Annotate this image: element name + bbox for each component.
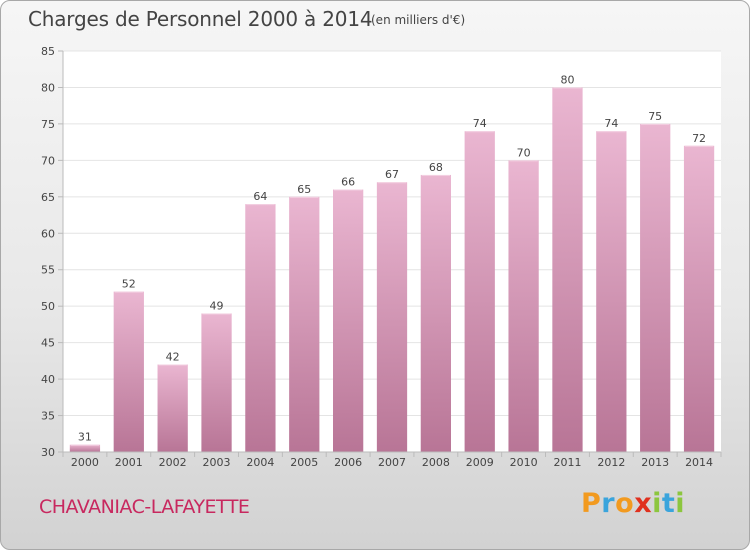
data-label: 75 <box>648 110 662 123</box>
data-label: 70 <box>517 146 531 159</box>
data-label: 80 <box>560 73 574 86</box>
x-tick-label: 2007 <box>378 456 406 469</box>
data-label: 74 <box>604 117 618 130</box>
bar <box>420 174 452 453</box>
bars: 31 52 42 49 64 65 66 67 68 74 70 80 74 75 72 <box>69 73 715 453</box>
x-tick-label: 2013 <box>641 456 669 469</box>
x-tick-label: 2005 <box>290 456 318 469</box>
y-tick-label: 35 <box>41 410 55 423</box>
bar <box>552 87 583 453</box>
x-tick-label: 2001 <box>115 456 143 469</box>
bar <box>69 444 101 452</box>
y-tick-label: 45 <box>41 337 55 350</box>
x-tick-label: 2003 <box>203 456 231 469</box>
data-label: 42 <box>166 351 180 364</box>
data-label: 72 <box>692 132 706 145</box>
commune-name: CHAVANIAC-LAFAYETTE <box>39 496 250 518</box>
data-label: 66 <box>341 176 355 189</box>
x-tick-label: 2011 <box>553 456 581 469</box>
data-label: 31 <box>78 431 92 444</box>
data-label: 74 <box>473 117 487 130</box>
bar <box>464 131 495 452</box>
x-tick-label: 2009 <box>466 456 494 469</box>
y-tick-label: 85 <box>41 45 55 58</box>
y-tick-label: 55 <box>41 264 55 277</box>
data-label: 49 <box>210 299 224 312</box>
x-tick-label: 2006 <box>334 456 362 469</box>
axes: 30 35 40 45 50 55 60 65 70 75 80 85 2000 2001 2002 2003… <box>41 45 722 469</box>
x-tick-label: 2002 <box>159 456 187 469</box>
bar <box>245 204 276 452</box>
logo-letter: P <box>581 488 602 519</box>
logo-letter: t <box>661 488 676 519</box>
data-label: 67 <box>385 168 399 181</box>
bar <box>289 196 320 452</box>
bar <box>113 291 144 452</box>
data-label: 52 <box>122 278 136 291</box>
logo-letter: o <box>615 488 635 519</box>
bar <box>508 160 539 452</box>
logo-letter: i <box>652 488 662 519</box>
bar <box>683 145 715 453</box>
x-tick-label: 2008 <box>422 456 450 469</box>
bar <box>376 182 408 452</box>
y-tick-label: 70 <box>41 154 55 167</box>
x-tick-label: 2010 <box>510 456 538 469</box>
logo-letter: x <box>634 488 653 519</box>
x-tick-label: 2000 <box>71 456 99 469</box>
x-tick-label: 2004 <box>246 456 274 469</box>
y-tick-label: 80 <box>41 81 55 94</box>
data-label: 65 <box>297 183 311 196</box>
bar <box>596 131 627 452</box>
bar <box>201 313 232 452</box>
x-tick-label: 2014 <box>685 456 713 469</box>
logo-letter: r <box>601 488 616 519</box>
y-tick-label: 50 <box>41 300 55 313</box>
data-label: 64 <box>253 190 267 203</box>
x-tick-label: 2012 <box>597 456 625 469</box>
logo-letter: i <box>675 488 686 519</box>
data-label: 68 <box>429 161 443 174</box>
bar <box>640 123 671 452</box>
y-tick-label: 60 <box>41 227 55 240</box>
chart-subtitle: (en milliers d'€) <box>371 13 466 27</box>
y-tick-label: 75 <box>41 118 55 131</box>
bar <box>157 364 188 452</box>
chart-title: Charges de Personnel 2000 à 2014 <box>28 7 373 31</box>
y-tick-label: 40 <box>41 373 55 386</box>
y-tick-label: 65 <box>41 191 55 204</box>
proxiti-logo[interactable]: Proxiti <box>581 488 685 519</box>
bar <box>332 189 364 452</box>
y-tick-label: 30 <box>41 446 55 459</box>
